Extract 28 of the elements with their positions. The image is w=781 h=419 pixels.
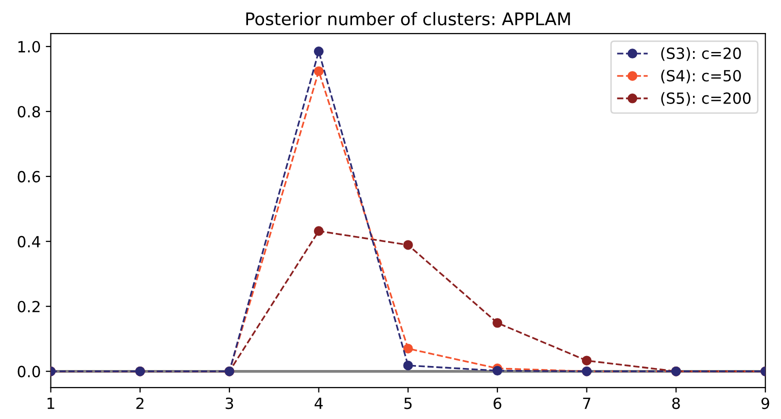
x-tick-label: 2 <box>136 398 144 409</box>
x-tick-label: 4 <box>314 398 323 409</box>
point <box>403 360 413 370</box>
point <box>403 344 413 354</box>
point <box>403 240 413 250</box>
y-tick-label: 0.6 <box>18 170 40 182</box>
point <box>314 46 324 56</box>
x-tick-label: 9 <box>761 398 770 410</box>
x-tick-label: 1 <box>48 398 54 409</box>
x-tick-label: 6 <box>494 398 502 410</box>
x-tick-label: 7 <box>583 398 590 409</box>
x-tick-label: 8 <box>672 398 680 410</box>
chart-title: Posterior number of clusters: APPLAM <box>246 12 570 26</box>
y-tick-label: 0.8 <box>18 106 40 118</box>
legend-label: (S5): c=200 <box>661 92 751 106</box>
point <box>582 356 592 366</box>
point <box>492 318 502 328</box>
legend-label: (S4): c=50 <box>661 70 741 84</box>
y-tick-label: 0.4 <box>18 236 40 248</box>
x-tick-label: 3 <box>226 398 234 410</box>
x-tick-label: 5 <box>404 398 412 410</box>
point <box>314 66 324 76</box>
y-tick-label: 0.2 <box>18 300 40 312</box>
y-tick-label: 0.0 <box>18 366 40 378</box>
point <box>314 226 324 236</box>
point <box>492 366 502 376</box>
y-tick-label: 1.0 <box>18 40 40 53</box>
legend-label: (S3): c=20 <box>661 47 741 61</box>
